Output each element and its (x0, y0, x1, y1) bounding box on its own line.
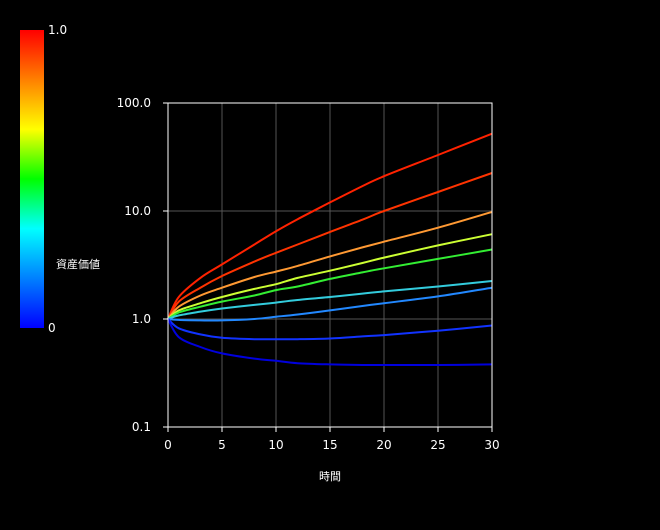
x-tick-label: 15 (322, 438, 337, 452)
grid (168, 103, 492, 427)
series-line-6 (167, 280, 493, 320)
x-tick-label: 0 (164, 438, 172, 452)
x-tick-label: 10 (268, 438, 283, 452)
plot-area: 0 5 10 15 20 25 30 100.0 10.0 1.0 0.1 時間 (117, 96, 500, 483)
series-line-2 (167, 172, 493, 320)
x-tick-label: 20 (376, 438, 391, 452)
colorbar-min-label: 0 (48, 321, 56, 335)
colorbar-title: 資産価値 (56, 258, 100, 271)
x-axis-ticks: 0 5 10 15 20 25 30 (164, 427, 500, 452)
series-group (167, 132, 493, 367)
series-line-7 (167, 286, 493, 322)
y-tick-label: 0.1 (132, 420, 151, 434)
y-tick-label: 100.0 (117, 96, 151, 110)
x-axis-label: 時間 (319, 470, 341, 483)
series-line-8 (167, 318, 493, 341)
series-line-3 (167, 210, 493, 320)
x-tick-label: 30 (484, 438, 499, 452)
x-tick-label: 25 (430, 438, 445, 452)
y-tick-label: 10.0 (124, 204, 151, 218)
x-tick-label: 5 (218, 438, 226, 452)
y-tick-label: 1.0 (132, 312, 151, 326)
colorbar-gradient (20, 30, 44, 328)
y-axis-ticks: 100.0 10.0 1.0 0.1 (117, 96, 168, 434)
colorbar-max-label: 1.0 (48, 23, 67, 37)
series-line-4 (167, 233, 493, 320)
series-line-9 (167, 318, 493, 367)
series-line-5 (167, 248, 493, 320)
series-line-1 (167, 132, 493, 320)
colorbar: 1.0 0 資産価値 (20, 23, 100, 335)
